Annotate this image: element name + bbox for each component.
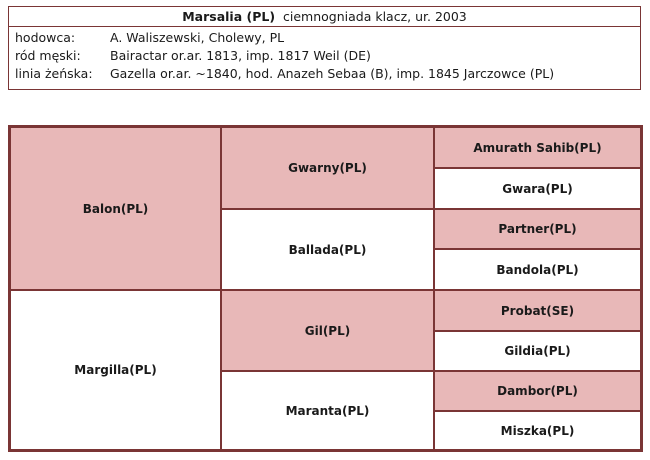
info-row-sire-line: ród męski: Bairactar or.ar. 1813, imp. 1… [9,47,640,65]
pedigree-sire-dam: Ballada(PL) [221,209,434,290]
pedigree-dam: Margilla(PL) [10,290,221,450]
pedigree-dam-sire: Gil(PL) [221,290,434,371]
info-row-dam-line: linia żeńska: Gazella or.ar. ~1840, hod.… [9,65,640,83]
pedigree-g3-5: Probat(SE) [434,290,641,331]
pedigree-dam-dam: Maranta(PL) [221,371,434,450]
pedigree-g3-3: Partner(PL) [434,209,641,249]
pedigree-sire-sire: Gwarny(PL) [221,127,434,209]
horse-title: Marsalia (PL) ciemnogniada klacz, ur. 20… [9,7,640,27]
pedigree-g3-4: Bandola(PL) [434,249,641,290]
info-row-breeder: hodowca: A. Waliszewski, Cholewy, PL [9,29,640,47]
pedigree-g3-6: Gildia(PL) [434,331,641,371]
info-label: ród męski: [15,48,81,63]
info-value: Gazella or.ar. ~1840, hod. Anazeh Sebaa … [110,66,555,81]
info-value: Bairactar or.ar. 1813, imp. 1817 Weil (D… [110,48,371,63]
info-value: A. Waliszewski, Cholewy, PL [110,30,285,45]
info-label: linia żeńska: [15,66,93,81]
horse-info-box: Marsalia (PL) ciemnogniada klacz, ur. 20… [8,6,641,90]
pedigree-table: Balon(PL) Margilla(PL) Gwarny(PL) Ballad… [8,125,643,452]
pedigree-g3-8: Miszka(PL) [434,411,641,450]
pedigree-sire: Balon(PL) [10,127,221,290]
pedigree-g3-7: Dambor(PL) [434,371,641,411]
horse-name: Marsalia (PL) [182,9,276,24]
info-label: hodowca: [15,30,76,45]
horse-description: ciemnogniada klacz, ur. 2003 [283,9,467,24]
pedigree-g3-1: Amurath Sahib(PL) [434,127,641,168]
pedigree-g3-2: Gwara(PL) [434,168,641,209]
